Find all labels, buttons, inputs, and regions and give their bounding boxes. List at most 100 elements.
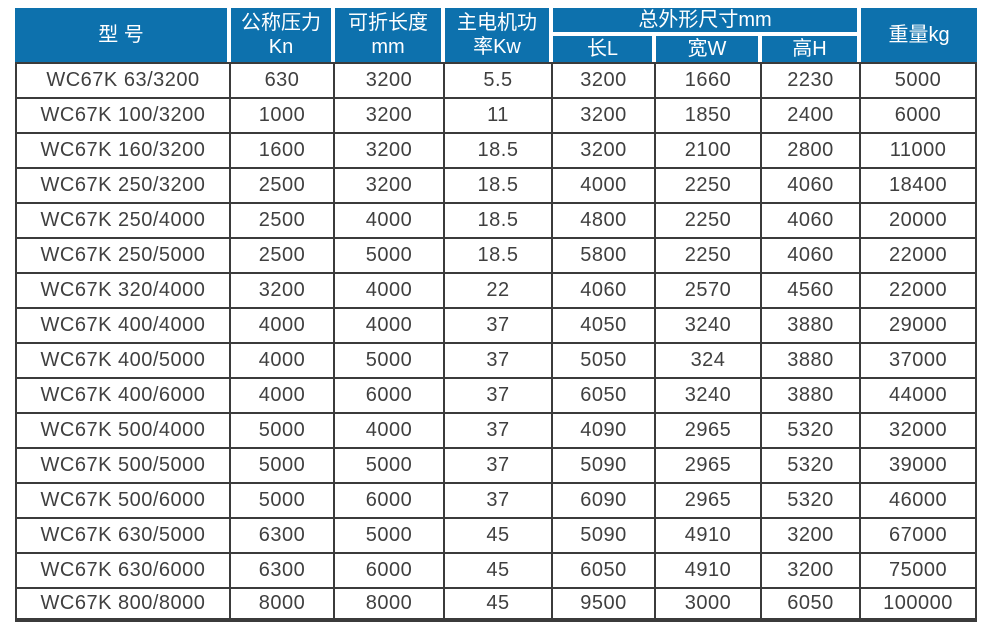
- cell-model: WC67K 320/4000: [15, 272, 231, 307]
- cell-dims-length: 4050: [553, 307, 656, 342]
- cell-nominal-pressure: 1000: [231, 97, 335, 132]
- cell-dims-height: 5320: [762, 412, 862, 447]
- spec-table: 型 号 公称压力 Kn 可折长度 mm 主电机功 率Kw 总外形尺寸mm 重量k…: [15, 8, 978, 622]
- cell-dims-length: 3200: [553, 132, 656, 167]
- header-nominal-pressure-line1: 公称压力: [241, 12, 321, 34]
- header-model-label: 型 号: [98, 24, 144, 46]
- cell-weight: 20000: [861, 202, 978, 237]
- cell-model: WC67K 400/6000: [15, 377, 231, 412]
- header-motor-power: 主电机功 率Kw: [445, 8, 553, 62]
- cell-nominal-pressure: 4000: [231, 307, 335, 342]
- cell-motor-power: 11: [445, 97, 553, 132]
- cell-fold-length: 4000: [335, 412, 445, 447]
- header-overall-dimensions: 总外形尺寸mm: [553, 8, 862, 36]
- table-row: WC67K 400/4000 4000 4000 37 4050 3240 38…: [15, 307, 978, 342]
- cell-dims-length: 5050: [553, 342, 656, 377]
- cell-nominal-pressure: 4000: [231, 342, 335, 377]
- header-weight: 重量kg: [861, 8, 978, 62]
- table-row: WC67K 630/6000 6300 6000 45 6050 4910 32…: [15, 552, 978, 587]
- header-dims-height: 高H: [762, 36, 862, 62]
- cell-dims-width: 2965: [656, 482, 762, 517]
- cell-model: WC67K 500/4000: [15, 412, 231, 447]
- cell-dims-length: 3200: [553, 62, 656, 97]
- cell-model: WC67K 250/5000: [15, 237, 231, 272]
- table-row: WC67K 400/5000 4000 5000 37 5050 324 388…: [15, 342, 978, 377]
- cell-weight: 18400: [861, 167, 978, 202]
- table-row: WC67K 250/3200 2500 3200 18.5 4000 2250 …: [15, 167, 978, 202]
- table-row: WC67K 800/8000 8000 8000 45 9500 3000 60…: [15, 587, 978, 622]
- cell-nominal-pressure: 5000: [231, 482, 335, 517]
- table-row: WC67K 630/5000 6300 5000 45 5090 4910 32…: [15, 517, 978, 552]
- cell-weight: 37000: [861, 342, 978, 377]
- cell-nominal-pressure: 1600: [231, 132, 335, 167]
- cell-weight: 6000: [861, 97, 978, 132]
- cell-nominal-pressure: 6300: [231, 552, 335, 587]
- table-header: 型 号 公称压力 Kn 可折长度 mm 主电机功 率Kw 总外形尺寸mm 重量k…: [15, 8, 978, 62]
- cell-motor-power: 37: [445, 342, 553, 377]
- cell-fold-length: 3200: [335, 132, 445, 167]
- header-nominal-pressure: 公称压力 Kn: [231, 8, 335, 62]
- header-model: 型 号: [15, 8, 231, 62]
- cell-model: WC67K 500/5000: [15, 447, 231, 482]
- cell-weight: 29000: [861, 307, 978, 342]
- header-fold-length-line1: 可折长度: [348, 12, 428, 34]
- table-row: WC67K 63/3200 630 3200 5.5 3200 1660 223…: [15, 62, 978, 97]
- cell-nominal-pressure: 3200: [231, 272, 335, 307]
- cell-dims-height: 3200: [762, 552, 862, 587]
- cell-weight: 46000: [861, 482, 978, 517]
- cell-dims-width: 2250: [656, 237, 762, 272]
- cell-dims-width: 4910: [656, 517, 762, 552]
- cell-dims-height: 3880: [762, 307, 862, 342]
- cell-fold-length: 5000: [335, 237, 445, 272]
- cell-fold-length: 4000: [335, 307, 445, 342]
- cell-nominal-pressure: 5000: [231, 447, 335, 482]
- cell-dims-width: 3240: [656, 307, 762, 342]
- cell-motor-power: 37: [445, 412, 553, 447]
- cell-fold-length: 6000: [335, 377, 445, 412]
- cell-dims-length: 6050: [553, 377, 656, 412]
- cell-model: WC67K 250/4000: [15, 202, 231, 237]
- cell-fold-length: 6000: [335, 482, 445, 517]
- cell-dims-height: 6050: [762, 587, 862, 622]
- header-dims-length: 长L: [553, 36, 656, 62]
- cell-dims-length: 6050: [553, 552, 656, 587]
- cell-dims-length: 6090: [553, 482, 656, 517]
- cell-motor-power: 37: [445, 377, 553, 412]
- cell-dims-length: 5090: [553, 517, 656, 552]
- cell-dims-height: 4560: [762, 272, 862, 307]
- cell-motor-power: 22: [445, 272, 553, 307]
- page: 型 号 公称压力 Kn 可折长度 mm 主电机功 率Kw 总外形尺寸mm 重量k…: [15, 8, 978, 622]
- cell-nominal-pressure: 2500: [231, 237, 335, 272]
- cell-weight: 39000: [861, 447, 978, 482]
- cell-weight: 67000: [861, 517, 978, 552]
- cell-weight: 22000: [861, 272, 978, 307]
- cell-fold-length: 5000: [335, 447, 445, 482]
- cell-fold-length: 3200: [335, 167, 445, 202]
- cell-motor-power: 37: [445, 482, 553, 517]
- cell-motor-power: 45: [445, 552, 553, 587]
- cell-dims-height: 3880: [762, 342, 862, 377]
- cell-model: WC67K 630/5000: [15, 517, 231, 552]
- table-body: WC67K 63/3200 630 3200 5.5 3200 1660 223…: [15, 62, 978, 622]
- cell-model: WC67K 250/3200: [15, 167, 231, 202]
- cell-motor-power: 45: [445, 587, 553, 622]
- cell-dims-length: 5090: [553, 447, 656, 482]
- header-fold-length: 可折长度 mm: [335, 8, 445, 62]
- cell-dims-height: 5320: [762, 447, 862, 482]
- cell-nominal-pressure: 6300: [231, 517, 335, 552]
- cell-fold-length: 6000: [335, 552, 445, 587]
- cell-nominal-pressure: 5000: [231, 412, 335, 447]
- cell-dims-length: 3200: [553, 97, 656, 132]
- cell-dims-height: 2230: [762, 62, 862, 97]
- cell-model: WC67K 400/4000: [15, 307, 231, 342]
- cell-dims-width: 2250: [656, 167, 762, 202]
- cell-dims-length: 4060: [553, 272, 656, 307]
- cell-model: WC67K 500/6000: [15, 482, 231, 517]
- cell-nominal-pressure: 2500: [231, 167, 335, 202]
- cell-model: WC67K 800/8000: [15, 587, 231, 622]
- cell-fold-length: 5000: [335, 517, 445, 552]
- header-nominal-pressure-line2: Kn: [268, 36, 294, 58]
- cell-motor-power: 18.5: [445, 132, 553, 167]
- cell-dims-height: 4060: [762, 167, 862, 202]
- cell-fold-length: 3200: [335, 62, 445, 97]
